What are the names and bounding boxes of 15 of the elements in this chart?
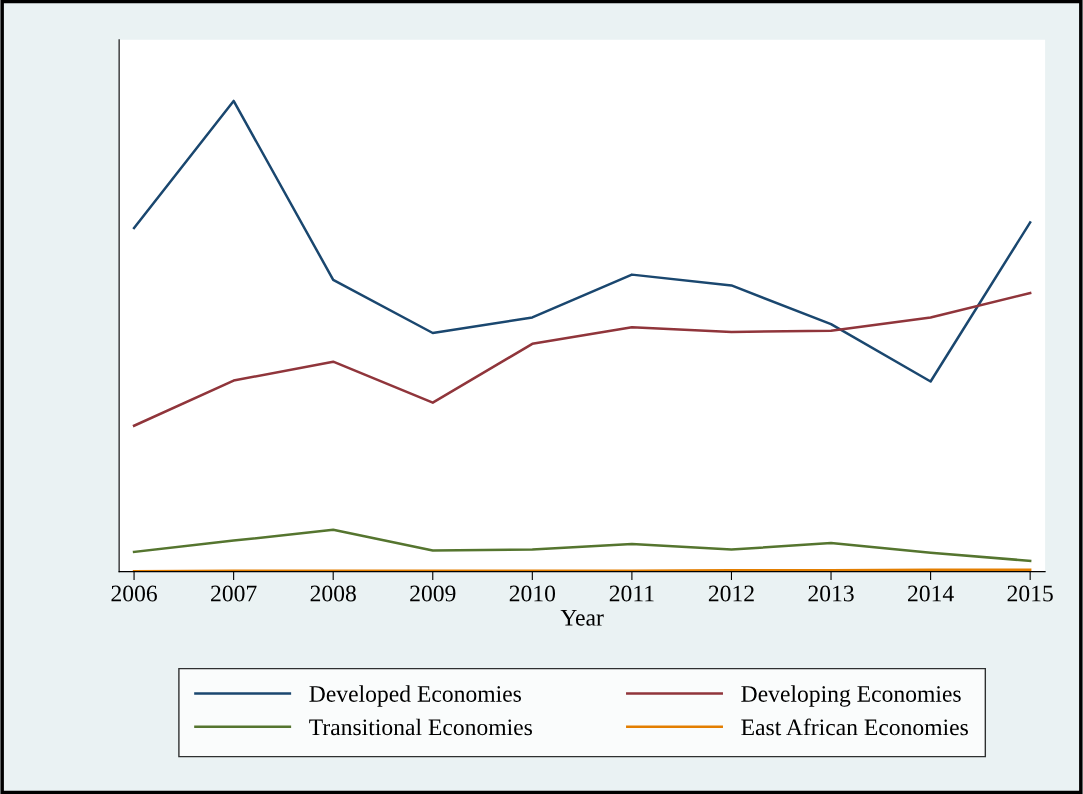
x-tick-label: 2009 <box>410 585 456 602</box>
x-tick-label: 2015 <box>1007 585 1053 602</box>
legend-label: Developed Economies <box>309 685 521 707</box>
legend-label: Developing Economies <box>741 685 961 707</box>
x-tick-label: 2011 <box>609 585 654 602</box>
x-tick-label: 2006 <box>111 585 157 602</box>
x-tick-label: 2012 <box>708 585 754 602</box>
x-tick-label: 2010 <box>509 585 556 602</box>
legend-label: East African Economies <box>741 718 968 736</box>
x-tick-label: 2013 <box>808 585 854 602</box>
x-tick-label: 2014 <box>908 585 954 602</box>
legend-label: Transitional Economies <box>309 718 532 736</box>
x-tick-label: 2008 <box>310 585 356 602</box>
x-tick-label: 2007 <box>211 585 257 602</box>
x-axis-title: Year <box>560 609 604 626</box>
